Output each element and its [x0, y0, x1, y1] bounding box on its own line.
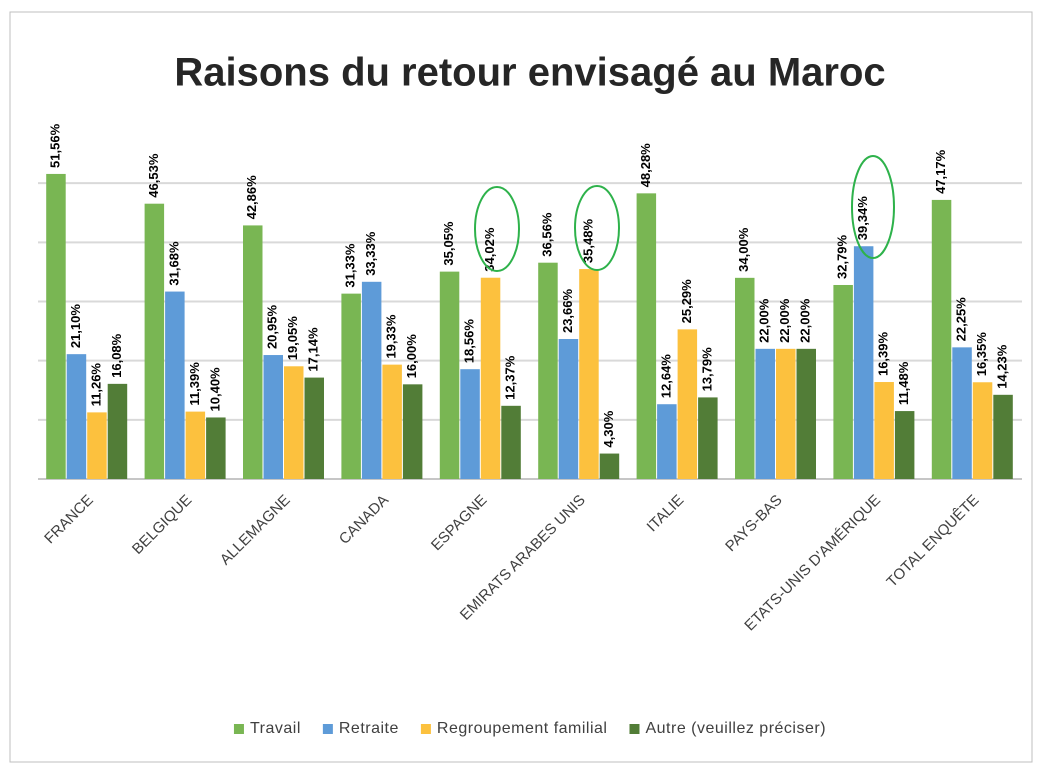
bar: [480, 277, 501, 479]
data-label: 25,29%: [679, 279, 694, 324]
data-label: 16,08%: [109, 333, 124, 378]
data-label: 18,56%: [461, 319, 476, 364]
bar: [952, 347, 972, 479]
data-label: 35,48%: [580, 219, 595, 264]
data-label: 22,25%: [953, 297, 968, 342]
highlight-ellipse: [574, 185, 620, 271]
data-label: 12,37%: [502, 355, 517, 400]
bar: [894, 411, 915, 479]
bar: [304, 377, 324, 479]
bar: [853, 246, 874, 479]
data-label: 16,35%: [974, 332, 989, 377]
bar: [796, 348, 816, 479]
data-label: 21,10%: [68, 304, 83, 349]
chart-title: Raisons du retour envisagé au Maroc: [174, 51, 885, 95]
data-label: 42,86%: [244, 175, 259, 220]
data-label: 31,33%: [343, 243, 358, 288]
highlight-ellipse: [474, 186, 520, 272]
bar: [284, 366, 304, 479]
bar: [460, 369, 480, 479]
legend-label: Regroupement familial: [437, 720, 608, 737]
bar: [243, 225, 263, 479]
bar: [833, 284, 853, 479]
legend-swatch: [420, 724, 431, 734]
data-label: 11,48%: [896, 361, 911, 405]
bar: [206, 417, 226, 479]
data-label: 39,34%: [855, 196, 870, 241]
bar: [165, 291, 185, 479]
data-label: 31,68%: [166, 241, 181, 286]
bar: [341, 293, 361, 479]
bar: [439, 271, 460, 479]
bar: [538, 262, 558, 479]
data-label: 34,00%: [736, 227, 751, 272]
data-label: 51,56%: [47, 123, 62, 168]
bar: [993, 394, 1013, 479]
data-label: 14,23%: [994, 344, 1009, 389]
highlight-ellipse: [851, 155, 895, 259]
bar: [972, 382, 993, 479]
bar: [185, 411, 206, 479]
data-label: 13,79%: [699, 347, 714, 392]
bar: [874, 382, 894, 479]
bar: [501, 405, 521, 479]
bar: [579, 269, 599, 479]
data-label: 48,28%: [638, 143, 653, 188]
legend-swatch: [322, 724, 333, 734]
data-label: 23,66%: [560, 288, 575, 333]
data-label: 12,64%: [658, 354, 673, 399]
data-label: 16,00%: [404, 334, 419, 379]
data-label: 22,00%: [777, 298, 792, 343]
legend-swatch: [233, 724, 244, 734]
bar: [144, 203, 165, 479]
bar: [46, 173, 66, 480]
data-label: 17,14%: [306, 327, 321, 372]
legend-label: Retraite: [339, 720, 399, 737]
bar: [66, 354, 87, 479]
data-label: 19,05%: [285, 316, 300, 361]
legend-label: Travail: [250, 720, 301, 737]
bar: [776, 348, 796, 479]
data-label: 33,33%: [363, 231, 378, 276]
data-label: 34,02%: [482, 227, 497, 272]
bar: [402, 384, 423, 479]
bar: [558, 339, 579, 479]
bar: [698, 397, 718, 479]
data-label: 16,39%: [876, 331, 891, 376]
data-label: 4,30%: [601, 410, 616, 447]
data-label: 47,17%: [933, 149, 948, 194]
data-label: 10,40%: [207, 367, 222, 412]
data-label: 19,33%: [384, 314, 399, 359]
legend: Travail Retraite Regroupement familial Autr…: [233, 720, 826, 737]
legend-label: Autre (veuillez préciser): [645, 720, 826, 737]
data-label: 11,39%: [187, 362, 202, 406]
data-label: 11,26%: [88, 363, 103, 407]
data-label: 22,00%: [757, 298, 772, 343]
data-label: 22,00%: [798, 298, 813, 343]
bar: [599, 453, 620, 479]
data-label: 46,53%: [146, 153, 161, 198]
bar: [636, 193, 657, 480]
bar: [755, 348, 775, 479]
bar: [87, 412, 107, 479]
data-label: 36,56%: [539, 212, 554, 257]
bar: [382, 364, 402, 479]
bar: [657, 404, 677, 479]
data-label: 32,79%: [835, 234, 850, 279]
data-label: 35,05%: [441, 221, 456, 266]
bar: [735, 277, 755, 479]
data-label: 20,95%: [265, 305, 280, 350]
bar: [677, 329, 698, 479]
bar: [931, 199, 952, 479]
legend-swatch: [629, 724, 640, 734]
bar: [107, 383, 128, 479]
bar: [263, 355, 283, 479]
bar: [361, 281, 382, 479]
